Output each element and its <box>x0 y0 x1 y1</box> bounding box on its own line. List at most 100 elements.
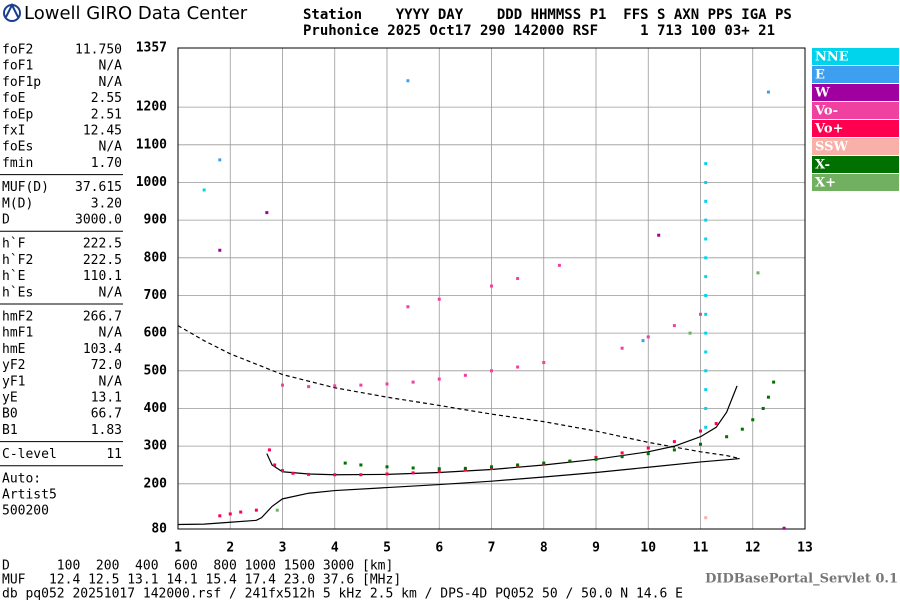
param-value: N/A <box>99 374 123 389</box>
echo-point <box>385 465 389 469</box>
echo-point <box>463 468 467 472</box>
legend-swatch <box>812 138 899 155</box>
auto-label: 500200 <box>2 504 49 519</box>
legend-swatch <box>812 174 899 191</box>
legend-label: Vo- <box>814 104 838 119</box>
legend-swatch <box>812 120 899 137</box>
echo-point <box>725 435 729 439</box>
echo-point <box>359 383 363 387</box>
param-name: yE <box>2 391 18 406</box>
param-name: h`Es <box>2 285 33 300</box>
echo-point <box>265 211 269 215</box>
echo-point <box>699 442 702 446</box>
echo-point <box>704 350 708 354</box>
echo-point <box>516 277 520 281</box>
echo-point <box>542 361 546 365</box>
footer-line: db pq052 20251017 142000.rsf / 241fx512h… <box>2 587 683 600</box>
param-value: 1.83 <box>91 423 122 438</box>
param-value: 103.4 <box>83 342 122 357</box>
echo-point <box>273 463 277 467</box>
echo-point <box>516 463 520 467</box>
y-tick-label: 800 <box>144 250 168 265</box>
echo-point <box>463 466 467 470</box>
echo-point <box>267 448 271 452</box>
param-name: foF1p <box>2 75 41 90</box>
param-value: 11.750 <box>75 43 122 58</box>
x-tick-label: 2 <box>226 541 234 556</box>
x-tick-label: 10 <box>640 541 656 556</box>
legend-swatch <box>812 48 899 65</box>
echo-point <box>751 418 755 422</box>
param-name: foEp <box>2 107 33 122</box>
echo-point <box>688 331 692 335</box>
param-name: B0 <box>2 407 18 422</box>
echo-point <box>218 514 222 518</box>
param-name: foE <box>2 91 25 106</box>
x-tick-label: 9 <box>592 541 600 556</box>
echo-point <box>437 377 441 381</box>
echo-point <box>385 472 389 476</box>
param-name: yF2 <box>2 358 25 373</box>
echo-point <box>239 510 243 514</box>
echo-point <box>359 463 363 467</box>
echo-point <box>704 162 708 166</box>
legend-swatch <box>812 66 899 83</box>
y-tick-label: 600 <box>144 326 168 341</box>
legend-label: X- <box>815 158 830 173</box>
echo-point <box>490 284 493 288</box>
footer-line: MUF 12.4 12.5 13.1 14.1 15.4 17.4 23.0 3… <box>2 573 401 588</box>
legend-swatch <box>812 84 899 101</box>
param-value: 110.1 <box>83 269 122 284</box>
y-tick-label: 1000 <box>136 175 167 190</box>
x-tick-label: 11 <box>693 541 709 556</box>
x-tick-label: 8 <box>540 541 548 556</box>
param-value: 3.20 <box>91 196 122 211</box>
param-name: h`E <box>2 269 25 284</box>
echo-point <box>704 406 708 410</box>
echo-point <box>463 373 467 377</box>
param-value: 222.5 <box>83 237 122 252</box>
echo-point <box>704 369 708 373</box>
echo-point <box>620 346 624 350</box>
param-name: fmin <box>2 156 33 171</box>
param-value: 1.70 <box>91 156 122 171</box>
echo-point <box>359 473 363 477</box>
echo-point <box>704 180 708 184</box>
echo-point <box>704 293 708 297</box>
echo-point <box>772 380 776 384</box>
echo-point <box>542 461 546 465</box>
echo-point <box>437 297 441 301</box>
param-value: N/A <box>99 59 123 74</box>
echo-point <box>516 365 520 369</box>
echo-point <box>657 233 661 237</box>
header-line: Pruhonice 2025 Oct17 290 142000 RSF 1 71… <box>303 23 775 39</box>
y-tick-label: 200 <box>144 476 168 491</box>
param-name: hmF1 <box>2 326 33 341</box>
y-tick-label: 900 <box>144 213 168 228</box>
param-name: MUF(D) <box>2 180 49 195</box>
param-name: h`F2 <box>2 253 33 268</box>
echo-point <box>343 461 347 465</box>
echo-point <box>202 188 206 192</box>
echo-point <box>406 79 410 83</box>
echo-point <box>490 465 493 469</box>
echo-point <box>406 305 410 309</box>
echo-point <box>557 263 561 267</box>
echo-point <box>516 464 520 468</box>
echo-point <box>490 466 493 470</box>
echo-point <box>281 383 284 387</box>
echo-point <box>714 422 718 426</box>
param-name: C-level <box>2 447 57 462</box>
echo-point <box>281 469 284 473</box>
echo-point <box>411 380 415 384</box>
param-value: 2.51 <box>91 107 122 122</box>
echo-point <box>756 271 760 275</box>
echo-point <box>704 199 708 203</box>
param-value: 266.7 <box>83 310 122 325</box>
echo-point <box>704 331 708 335</box>
param-value: 13.1 <box>91 391 122 406</box>
y-tick-label: 1200 <box>136 100 167 115</box>
x-tick-label: 5 <box>383 541 391 556</box>
param-name: h`F <box>2 237 26 252</box>
